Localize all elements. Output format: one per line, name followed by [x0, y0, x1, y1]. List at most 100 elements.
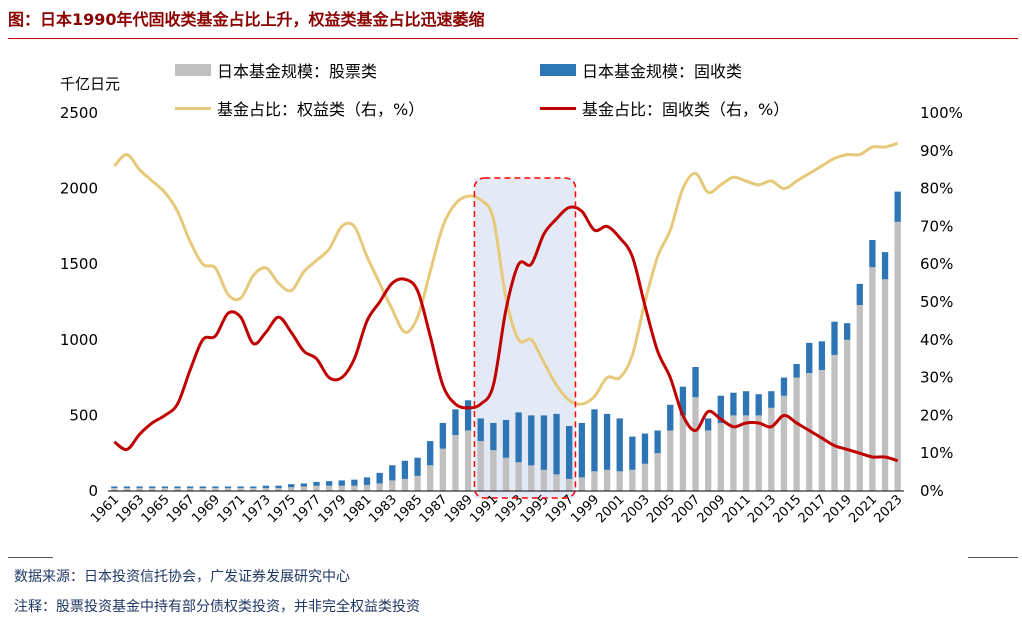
- bar-stock-1996: [553, 474, 560, 491]
- bar-stock-2021: [869, 267, 876, 491]
- x-tick-label: 2001: [594, 492, 628, 526]
- left-axis-unit: 千亿日元: [60, 75, 121, 93]
- y-left-tick-label: 2500: [60, 104, 98, 122]
- bar-bond-1994: [528, 415, 535, 466]
- bar-stock-1972: [250, 487, 257, 491]
- bar-stock-1986: [427, 465, 434, 491]
- bar-stock-1964: [149, 487, 156, 491]
- bar-stock-1984: [401, 478, 409, 491]
- bar-bond-2021: [869, 240, 876, 268]
- bar-bond-2018: [831, 321, 838, 355]
- bar-bond-1968: [199, 486, 206, 488]
- highlight-layer: [474, 178, 576, 498]
- bar-bond-2015: [793, 363, 800, 378]
- bar-bond-1991: [490, 422, 497, 451]
- bar-bond-1962: [123, 486, 131, 488]
- legend-bond-swatch: [540, 64, 576, 76]
- bar-bond-1967: [186, 486, 194, 488]
- y-right-tick-label: 50%: [920, 293, 953, 311]
- bar-stock-1985: [414, 475, 421, 491]
- bar-stock-2003: [641, 463, 649, 491]
- x-tick-label: 1971: [214, 492, 248, 526]
- x-tick-label: 1969: [189, 492, 223, 526]
- bar-stock-2001: [616, 471, 623, 491]
- bar-stock-2013: [768, 407, 775, 491]
- y-right-tick-label: 30%: [920, 369, 953, 387]
- bar-stock-2015: [793, 377, 800, 491]
- bar-stock-1982: [376, 483, 383, 491]
- x-tick-label: 2007: [669, 492, 703, 526]
- y-left-tick-label: 2000: [60, 180, 98, 198]
- bar-bond-1963: [136, 486, 143, 488]
- footnote-rule-right: [968, 557, 1018, 558]
- bar-bond-2016: [806, 342, 813, 374]
- bar-stock-1997: [566, 478, 573, 491]
- x-tick-label: 1987: [417, 492, 451, 526]
- x-tick-label: 1985: [391, 492, 425, 526]
- bar-stock-1973: [262, 487, 270, 491]
- bar-bond-2020: [856, 283, 863, 306]
- bar-stock-1998: [578, 477, 585, 491]
- x-tick-label: 1981: [341, 492, 375, 526]
- bar-stock-2006: [679, 415, 687, 491]
- x-tick-label: 1977: [290, 492, 324, 526]
- bar-stock-2009: [717, 422, 724, 491]
- bar-bond-1997: [566, 425, 573, 479]
- bar-stock-1976: [300, 486, 307, 491]
- bar-stock-1990: [477, 441, 484, 491]
- bar-stock-2019: [843, 339, 851, 491]
- bar-bond-1999: [591, 409, 598, 472]
- x-tick-label: 2003: [619, 492, 653, 526]
- bar-stock-2018: [831, 354, 838, 491]
- bar-stock-1987: [439, 448, 446, 491]
- x-tick-label: 2015: [770, 492, 804, 526]
- legend-fixed-label: 基金占比：固收类（右，%）: [582, 100, 790, 119]
- bar-bond-1974: [275, 485, 282, 488]
- source-note: 数据来源：日本投资信托协会，广发证券发展研究中心: [14, 569, 350, 585]
- bar-bond-2000: [603, 413, 611, 470]
- bar-bond-2001: [616, 418, 623, 472]
- x-tick-label: 2017: [796, 492, 830, 526]
- bar-bond-1996: [553, 413, 560, 475]
- bar-bond-1982: [376, 472, 383, 484]
- bar-bond-1975: [288, 484, 295, 488]
- bar-stock-2008: [705, 430, 712, 491]
- bar-bond-1988: [452, 409, 459, 436]
- legend-bond-label: 日本基金规模：固收类: [582, 62, 743, 81]
- x-tick-label: 2005: [644, 492, 678, 526]
- y-right-tick-label: 80%: [920, 180, 953, 198]
- bar-bond-1961: [111, 486, 118, 488]
- bar-bond-1983: [389, 465, 396, 481]
- bar-bond-2002: [629, 436, 636, 470]
- x-tick-label: 1975: [265, 492, 299, 526]
- y-left-tick-label: 500: [69, 406, 98, 424]
- x-tick-label: 2009: [695, 492, 729, 526]
- bar-stock-2023: [894, 221, 901, 491]
- bar-bond-1987: [439, 422, 446, 449]
- bar-stock-1980: [351, 485, 358, 491]
- y-right-tick-label: 10%: [920, 444, 953, 462]
- bar-stock-1991: [490, 450, 497, 491]
- bar-bond-1966: [174, 486, 181, 488]
- legend-equity-label: 基金占比：权益类（右，%）: [217, 100, 425, 119]
- bar-stock-1995: [540, 469, 548, 491]
- legend-stock: 日本基金规模：股票类: [175, 58, 377, 82]
- bars-layer: [111, 191, 901, 491]
- bar-bond-1970: [224, 486, 232, 488]
- remark-note: 注释：股票投资基金中持有部分债权类投资，并非完全权益类投资: [14, 599, 420, 615]
- bar-stock-1979: [338, 485, 345, 491]
- title-divider: [8, 38, 1018, 39]
- bar-stock-1994: [528, 465, 535, 491]
- bar-stock-1969: [212, 487, 219, 491]
- bar-bond-1978: [325, 481, 333, 486]
- bar-stock-1993: [515, 462, 522, 491]
- legend-fixed-share: 基金占比：固收类（右，%）: [540, 96, 789, 120]
- bar-bond-1984: [401, 460, 409, 479]
- y-right-tick-label: 40%: [920, 331, 953, 349]
- x-tick-label: 2019: [821, 492, 855, 526]
- chart-title: 图：日本1990年代固收类基金占比上升，权益类基金占比迅速萎缩: [8, 10, 485, 29]
- bar-stock-1974: [275, 487, 282, 491]
- bar-stock-1989: [464, 430, 472, 491]
- y-right-tick-label: 0%: [920, 482, 944, 500]
- bar-bond-1979: [338, 480, 345, 486]
